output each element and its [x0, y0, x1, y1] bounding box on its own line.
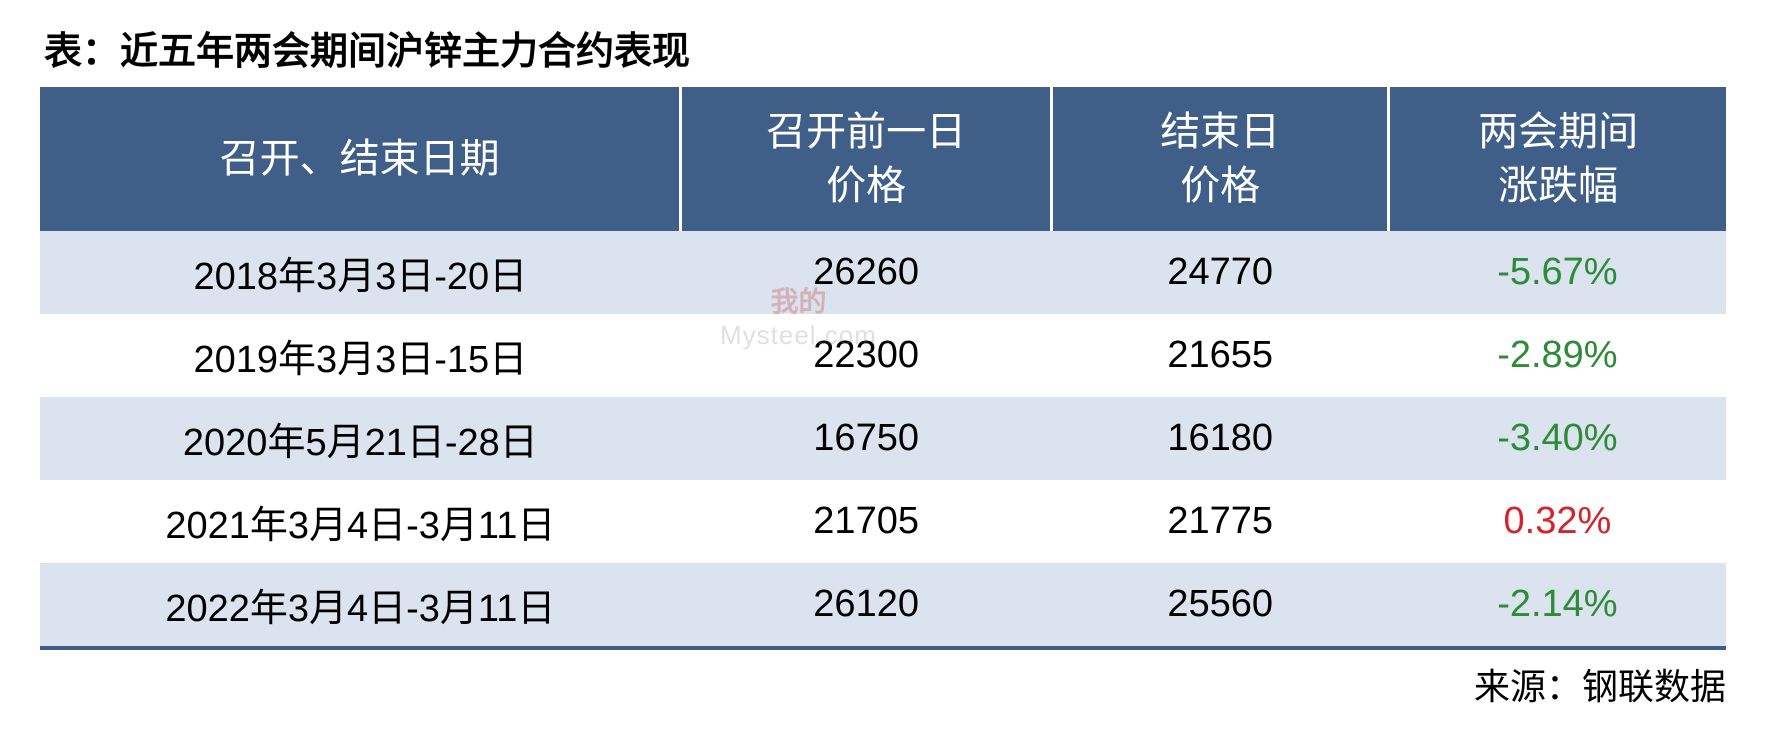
cell-end: 24770 — [1052, 231, 1389, 314]
cell-pre: 16750 — [681, 397, 1052, 480]
data-table: 召开、结束日期 召开前一日 价格 结束日 价格 两会期间 涨跌幅 2018年3月… — [40, 87, 1726, 650]
cell-pre: 26260 — [681, 231, 1052, 314]
cell-change: -5.67% — [1389, 231, 1726, 314]
cell-change: -2.14% — [1389, 563, 1726, 648]
header-row: 召开、结束日期 召开前一日 价格 结束日 价格 两会期间 涨跌幅 — [40, 87, 1726, 231]
cell-end: 16180 — [1052, 397, 1389, 480]
table-row: 2020年5月21日-28日 16750 16180 -3.40% — [40, 397, 1726, 480]
col-header-end-price: 结束日 价格 — [1052, 87, 1389, 231]
table-row: 2019年3月3日-15日 22300 21655 -2.89% — [40, 314, 1726, 397]
cell-change: 0.32% — [1389, 480, 1726, 563]
cell-pre: 21705 — [681, 480, 1052, 563]
cell-date: 2019年3月3日-15日 — [40, 314, 681, 397]
table-row: 2018年3月3日-20日 26260 24770 -5.67% — [40, 231, 1726, 314]
cell-date: 2020年5月21日-28日 — [40, 397, 681, 480]
table-container: 表：近五年两会期间沪锌主力合约表现 召开、结束日期 召开前一日 价格 结束日 价… — [40, 20, 1726, 710]
col-header-change: 两会期间 涨跌幅 — [1389, 87, 1726, 231]
cell-end: 21655 — [1052, 314, 1389, 397]
table-row: 2022年3月4日-3月11日 26120 25560 -2.14% — [40, 563, 1726, 648]
cell-date: 2018年3月3日-20日 — [40, 231, 681, 314]
cell-end: 25560 — [1052, 563, 1389, 648]
cell-change: -2.89% — [1389, 314, 1726, 397]
table-body: 2018年3月3日-20日 26260 24770 -5.67% 2019年3月… — [40, 231, 1726, 648]
cell-change: -3.40% — [1389, 397, 1726, 480]
col-header-pre-price: 召开前一日 价格 — [681, 87, 1052, 231]
table-row: 2021年3月4日-3月11日 21705 21775 0.32% — [40, 480, 1726, 563]
cell-date: 2021年3月4日-3月11日 — [40, 480, 681, 563]
page-title: 表：近五年两会期间沪锌主力合约表现 — [40, 20, 1726, 75]
cell-date: 2022年3月4日-3月11日 — [40, 563, 681, 648]
cell-end: 21775 — [1052, 480, 1389, 563]
col-header-date: 召开、结束日期 — [40, 87, 681, 231]
source-label: 来源：钢联数据 — [40, 658, 1726, 710]
cell-pre: 22300 — [681, 314, 1052, 397]
cell-pre: 26120 — [681, 563, 1052, 648]
